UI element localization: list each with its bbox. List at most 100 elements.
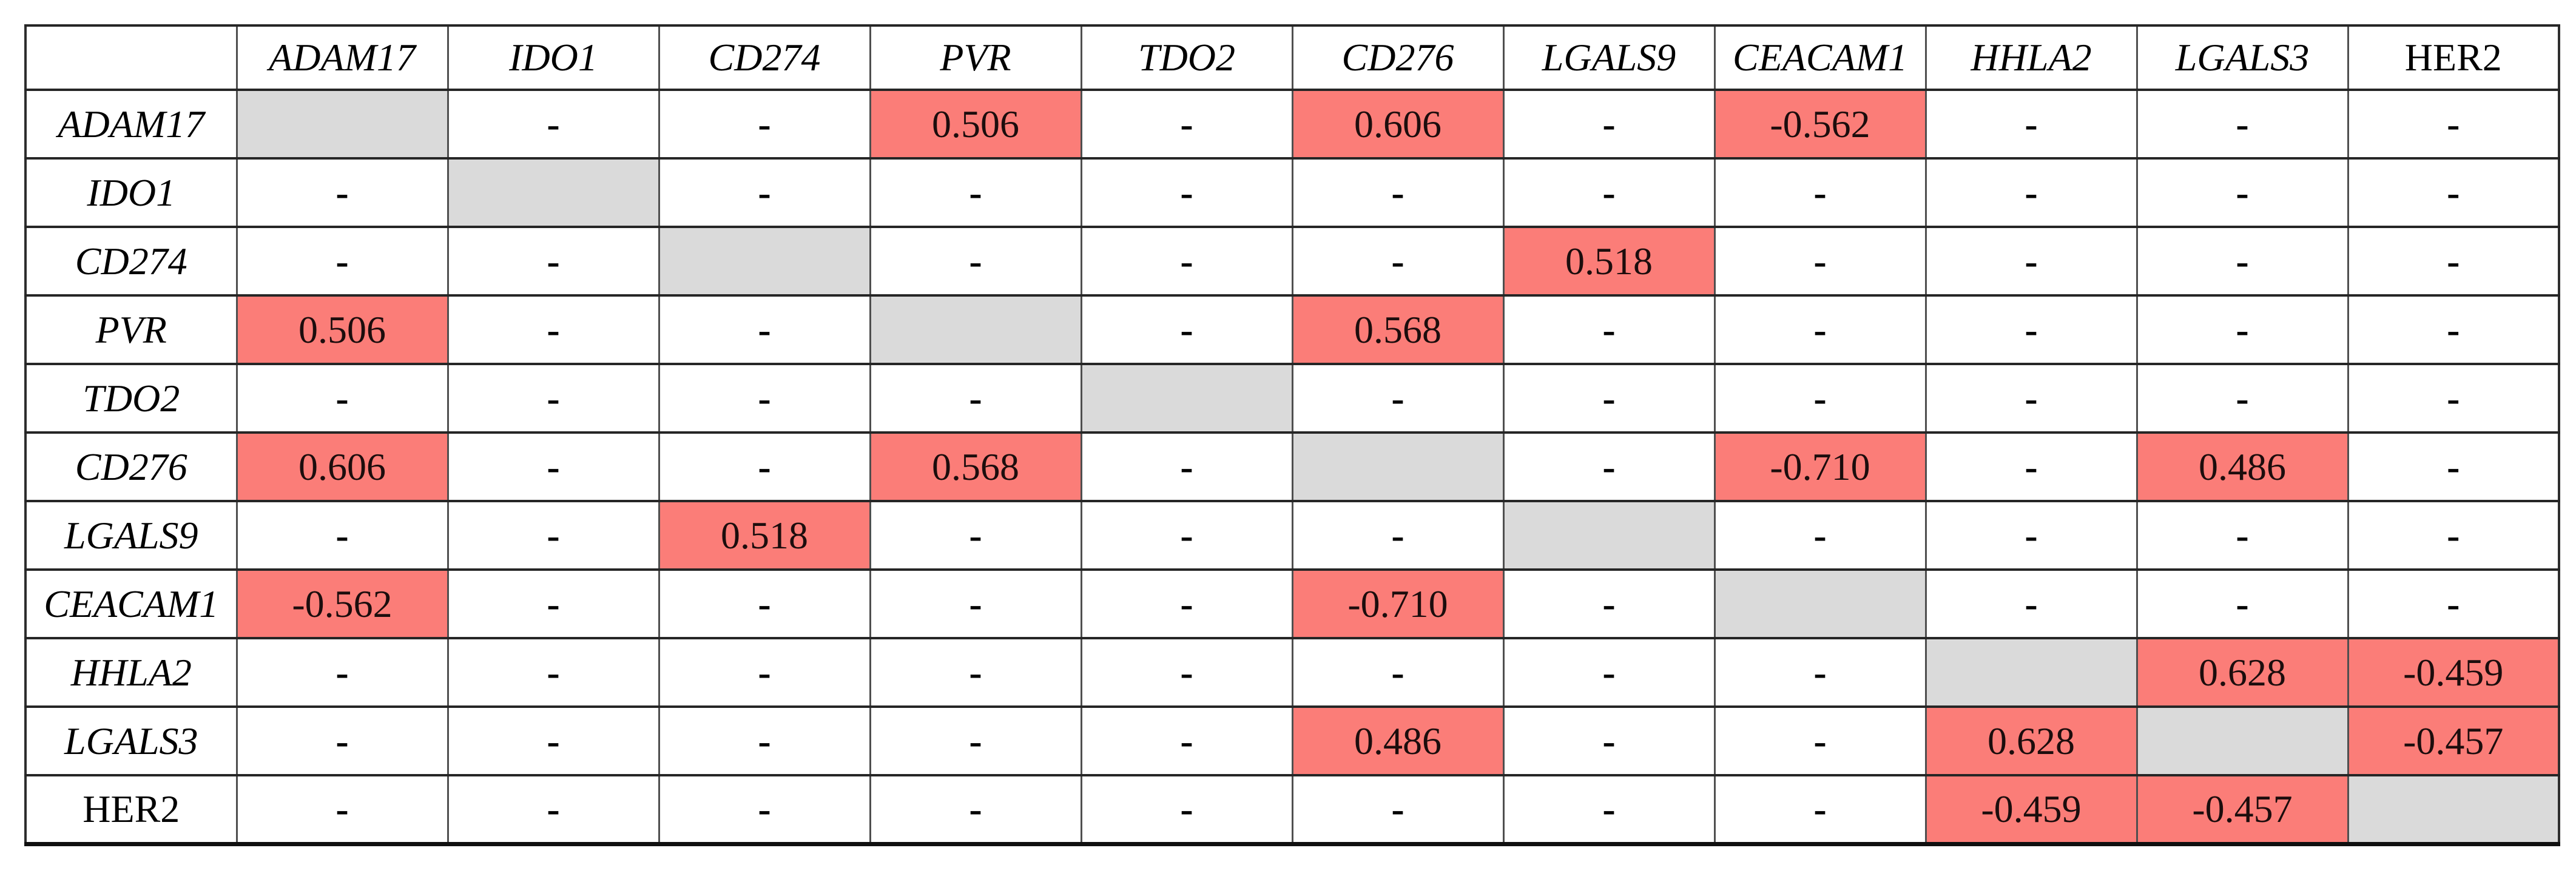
cell-cd274-adam17: - xyxy=(235,226,449,297)
cell-pvr-her2: - xyxy=(2347,294,2560,365)
cell-her2-ceacam1: - xyxy=(1713,774,1927,845)
cell-lgals9-hhla2: - xyxy=(1924,500,2138,571)
cell-cd276-pvr: 0.568 xyxy=(869,431,1082,502)
cell-cd276-ido1: - xyxy=(447,431,660,502)
row-header-cd274: CD274 xyxy=(24,226,238,297)
cell-lgals3-cd274: - xyxy=(658,705,871,776)
cell-pvr-lgals9: - xyxy=(1502,294,1716,365)
cell-cd276-hhla2: - xyxy=(1924,431,2138,502)
cell-hhla2-cd274: - xyxy=(658,637,871,708)
cell-pvr-cd274: - xyxy=(658,294,871,365)
cell-tdo2-cd276: - xyxy=(1291,363,1505,434)
cell-adam17-ido1: - xyxy=(447,89,660,160)
cell-adam17-lgals3: - xyxy=(2136,89,2349,160)
correlation-table: ADAM17 IDO1 CD274 PVR TDO2 CD276 LGALS9 CEACAM1… xyxy=(24,24,2560,846)
row-header-cd276: CD276 xyxy=(24,431,238,502)
cell-adam17-tdo2: - xyxy=(1080,89,1293,160)
cell-hhla2-cd276: - xyxy=(1291,637,1505,708)
cell-tdo2-hhla2: - xyxy=(1924,363,2138,434)
cell-ceacam1-cd276: -0.710 xyxy=(1291,568,1505,639)
col-header-ceacam1: CEACAM1 xyxy=(1713,24,1927,91)
diagonal-cell-lgals9 xyxy=(1502,500,1716,571)
cell-cd274-pvr: - xyxy=(869,226,1082,297)
cell-ido1-lgals3: - xyxy=(2136,157,2349,228)
diagonal-cell-cd276 xyxy=(1291,431,1505,502)
cell-pvr-ido1: - xyxy=(447,294,660,365)
cell-lgals9-ido1: - xyxy=(447,500,660,571)
cell-cd274-ceacam1: - xyxy=(1713,226,1927,297)
cell-hhla2-ceacam1: - xyxy=(1713,637,1927,708)
corner-cell xyxy=(24,24,238,91)
cell-adam17-ceacam1: -0.562 xyxy=(1713,89,1927,160)
cell-pvr-ceacam1: - xyxy=(1713,294,1927,365)
cell-pvr-cd276: 0.568 xyxy=(1291,294,1505,365)
cell-ceacam1-hhla2: - xyxy=(1924,568,2138,639)
cell-ceacam1-her2: - xyxy=(2347,568,2560,639)
cell-lgals9-lgals3: - xyxy=(2136,500,2349,571)
cell-cd276-cd274: - xyxy=(658,431,871,502)
cell-pvr-adam17: 0.506 xyxy=(235,294,449,365)
cell-her2-ido1: - xyxy=(447,774,660,845)
row-header-lgals3: LGALS3 xyxy=(24,705,238,776)
cell-cd276-tdo2: - xyxy=(1080,431,1293,502)
row-header-adam17: ADAM17 xyxy=(24,89,238,160)
cell-lgals3-hhla2: 0.628 xyxy=(1924,705,2138,776)
row-header-ceacam1: CEACAM1 xyxy=(24,568,238,639)
diagonal-cell-ceacam1 xyxy=(1713,568,1927,639)
table-row-cd274: CD274- - - - -0.518- - - - xyxy=(24,226,2560,297)
cell-adam17-lgals9: - xyxy=(1502,89,1716,160)
cell-ceacam1-ido1: - xyxy=(447,568,660,639)
cell-her2-cd274: - xyxy=(658,774,871,845)
col-header-adam17: ADAM17 xyxy=(235,24,449,91)
cell-ceacam1-adam17: -0.562 xyxy=(235,568,449,639)
col-header-lgals3: LGALS3 xyxy=(2136,24,2349,91)
cell-ceacam1-cd274: - xyxy=(658,568,871,639)
cell-lgals3-adam17: - xyxy=(235,705,449,776)
table-body: ADAM17- -0.506-0.606- -0.562- - - IDO1- - - - - - -… xyxy=(24,89,2560,845)
cell-cd276-ceacam1: -0.710 xyxy=(1713,431,1927,502)
cell-lgals3-pvr: - xyxy=(869,705,1082,776)
col-header-ido1: IDO1 xyxy=(447,24,660,91)
col-header-cd274: CD274 xyxy=(658,24,871,91)
row-header-tdo2: TDO2 xyxy=(24,363,238,434)
diagonal-cell-hhla2 xyxy=(1924,637,2138,708)
cell-lgals9-adam17: - xyxy=(235,500,449,571)
cell-ceacam1-lgals3: - xyxy=(2136,568,2349,639)
cell-hhla2-ido1: - xyxy=(447,637,660,708)
cell-tdo2-ido1: - xyxy=(447,363,660,434)
cell-lgals9-cd276: - xyxy=(1291,500,1505,571)
cell-ido1-pvr: - xyxy=(869,157,1082,228)
cell-hhla2-lgals9: - xyxy=(1502,637,1716,708)
cell-cd274-tdo2: - xyxy=(1080,226,1293,297)
cell-lgals9-tdo2: - xyxy=(1080,500,1293,571)
col-header-pvr: PVR xyxy=(869,24,1082,91)
cell-adam17-cd276: 0.606 xyxy=(1291,89,1505,160)
cell-tdo2-adam17: - xyxy=(235,363,449,434)
cell-cd274-hhla2: - xyxy=(1924,226,2138,297)
table-row-pvr: PVR 0.506- - -0.568- - - - - xyxy=(24,294,2560,365)
col-header-cd276: CD276 xyxy=(1291,24,1505,91)
table-row-cd276: CD276 0.606- -0.568- - -0.710-0.486- xyxy=(24,431,2560,502)
cell-pvr-lgals3: - xyxy=(2136,294,2349,365)
cell-ido1-lgals9: - xyxy=(1502,157,1716,228)
row-header-pvr: PVR xyxy=(24,294,238,365)
cell-adam17-cd274: - xyxy=(658,89,871,160)
cell-lgals9-ceacam1: - xyxy=(1713,500,1927,571)
row-header-ido1: IDO1 xyxy=(24,157,238,228)
cell-ido1-cd274: - xyxy=(658,157,871,228)
cell-ido1-hhla2: - xyxy=(1924,157,2138,228)
row-header-her2: HER2 xyxy=(24,774,238,845)
cell-adam17-pvr: 0.506 xyxy=(869,89,1082,160)
diagonal-cell-adam17 xyxy=(235,89,449,160)
cell-her2-lgals3: -0.457 xyxy=(2136,774,2349,845)
cell-cd274-ido1: - xyxy=(447,226,660,297)
table-row-lgals3: LGALS3- - - - -0.486- -0.628 -0.457 xyxy=(24,705,2560,776)
cell-hhla2-adam17: - xyxy=(235,637,449,708)
diagonal-cell-lgals3 xyxy=(2136,705,2349,776)
cell-cd276-lgals9: - xyxy=(1502,431,1716,502)
cell-her2-hhla2: -0.459 xyxy=(1924,774,2138,845)
table-row-tdo2: TDO2- - - - - - - - - - xyxy=(24,363,2560,434)
header-row: ADAM17 IDO1 CD274 PVR TDO2 CD276 LGALS9 CEACAM1… xyxy=(24,24,2560,91)
cell-ceacam1-pvr: - xyxy=(869,568,1082,639)
